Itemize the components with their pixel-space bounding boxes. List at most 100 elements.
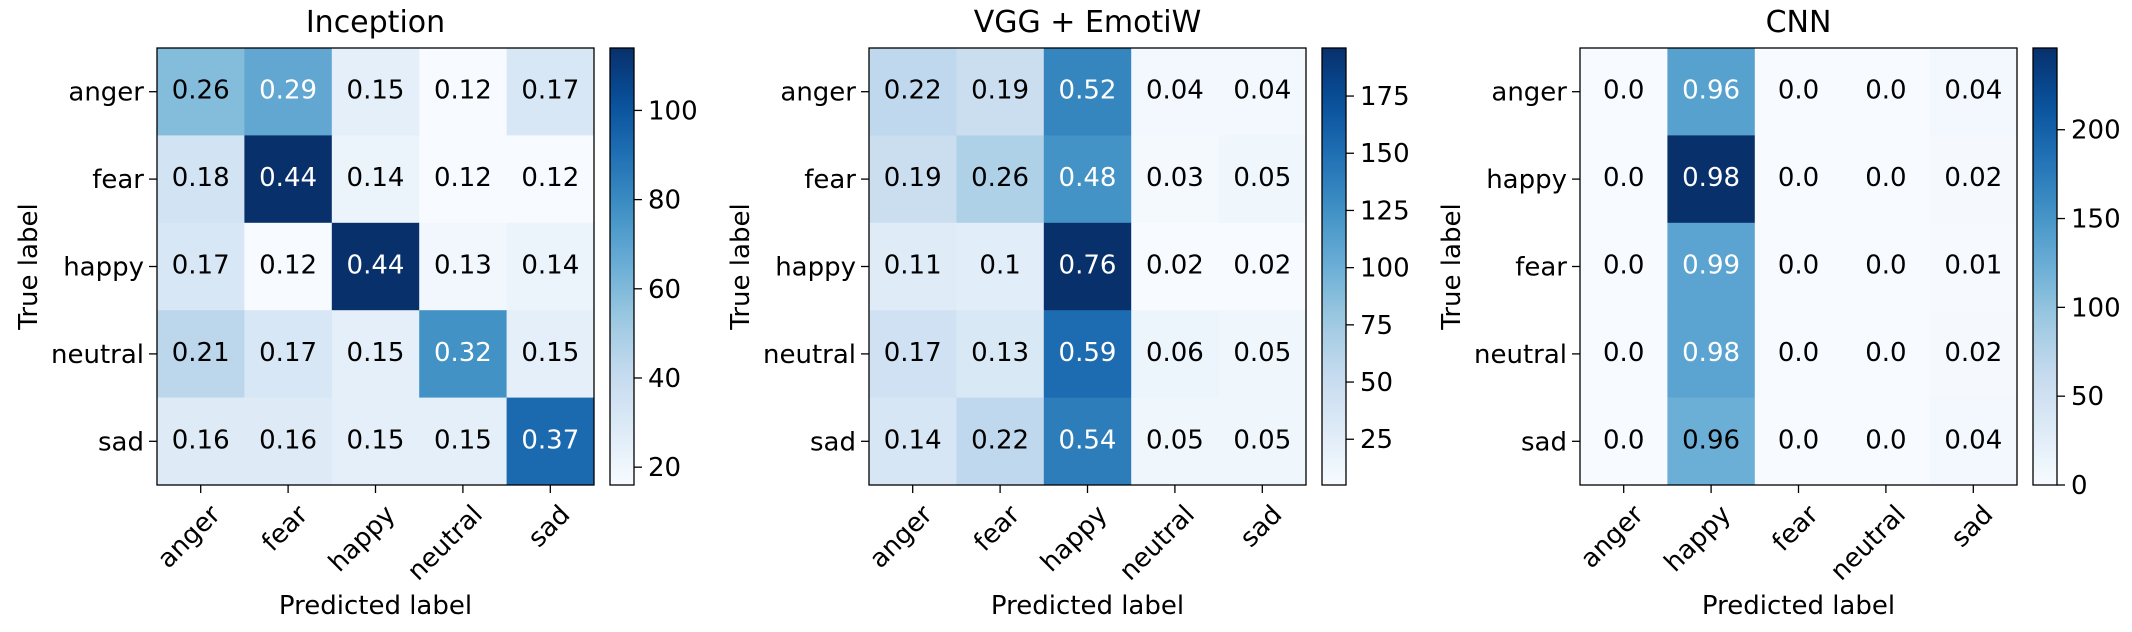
chart-title: Inception bbox=[306, 5, 445, 40]
heatmap-cell bbox=[1580, 310, 1668, 399]
x-tick-label: anger bbox=[1575, 500, 1650, 575]
heatmap-cell bbox=[1043, 135, 1132, 224]
cell-value-label: 0.96 bbox=[1682, 425, 1740, 455]
heatmap-cell bbox=[419, 135, 508, 224]
colorbar-tick-label: 80 bbox=[648, 186, 681, 216]
x-tick-label: anger bbox=[864, 500, 939, 575]
x-tick-label: neutral bbox=[1825, 500, 1912, 587]
y-tick-label: neutral bbox=[763, 340, 856, 370]
colorbar bbox=[609, 47, 635, 486]
cell-value-label: 0.0 bbox=[1778, 425, 1819, 455]
y-axis-label: True label bbox=[14, 203, 44, 330]
heatmap-cell bbox=[1580, 222, 1668, 311]
x-tick-label: happy bbox=[1659, 500, 1737, 578]
y-tick-label: fear bbox=[92, 165, 144, 195]
heatmap-cell bbox=[1842, 222, 1931, 311]
x-tick-label: neutral bbox=[1114, 500, 1201, 587]
cell-value-label: 0.13 bbox=[971, 338, 1029, 368]
y-tick-label: neutral bbox=[1474, 340, 1567, 370]
heatmap-cell bbox=[956, 310, 1045, 399]
cell-value-label: 0.15 bbox=[347, 425, 405, 455]
heatmap-cell bbox=[1218, 222, 1307, 311]
heatmap-cell bbox=[1043, 222, 1132, 311]
y-tick-label: anger bbox=[1491, 78, 1567, 108]
cell-value-label: 0.04 bbox=[1146, 76, 1204, 106]
heatmap-cell bbox=[1754, 310, 1843, 399]
cell-value-label: 0.05 bbox=[1233, 338, 1291, 368]
y-tick-label: happy bbox=[1486, 165, 1567, 195]
colorbar-tick-label: 200 bbox=[2071, 116, 2121, 146]
cell-value-label: 0.0 bbox=[1865, 338, 1906, 368]
heatmap-cell bbox=[244, 397, 333, 486]
cell-value-label: 0.0 bbox=[1778, 163, 1819, 193]
colorbar-tick-label: 50 bbox=[2071, 382, 2104, 412]
heatmap-cell bbox=[869, 48, 957, 136]
y-tick-label: happy bbox=[775, 253, 856, 283]
cell-value-label: 0.02 bbox=[1944, 338, 2002, 368]
heatmap-cell bbox=[1131, 222, 1220, 311]
heatmap-cell bbox=[1580, 48, 1668, 136]
cell-value-label: 0.1 bbox=[979, 251, 1020, 281]
heatmap-cell bbox=[1043, 397, 1132, 486]
heatmap-cell bbox=[331, 310, 420, 399]
y-tick-label: sad bbox=[98, 427, 144, 457]
x-axis-label: Predicted label bbox=[279, 591, 472, 621]
heatmap-cell bbox=[1043, 310, 1132, 399]
heatmap-cell bbox=[157, 222, 245, 311]
cell-value-label: 0.15 bbox=[347, 338, 405, 368]
heatmap-cell bbox=[956, 135, 1045, 224]
cell-value-label: 0.17 bbox=[259, 338, 317, 368]
heatmap-cell bbox=[1929, 135, 2018, 224]
heatmap-cell bbox=[1131, 48, 1220, 136]
cell-value-label: 0.59 bbox=[1059, 338, 1117, 368]
x-tick-label: sad bbox=[523, 500, 577, 554]
heatmap-cell bbox=[506, 48, 595, 136]
cell-value-label: 0.98 bbox=[1682, 163, 1740, 193]
cell-value-label: 0.14 bbox=[347, 163, 405, 193]
heatmap-cell bbox=[419, 48, 508, 136]
y-tick-label: sad bbox=[1521, 427, 1567, 457]
inception-confusion-matrix: 0.26 0.29 0.15 0.12 0.17 0.18 0.44 0.14 0.12 0.12… bbox=[14, 5, 698, 621]
cell-value-label: 0.22 bbox=[971, 425, 1029, 455]
cell-value-label: 0.02 bbox=[1944, 163, 2002, 193]
cell-value-label: 0.17 bbox=[884, 338, 942, 368]
vgg-emotiw-confusion-matrix: 0.22 0.19 0.52 0.04 0.04 0.19 0.26 0.48 0.03 0.05… bbox=[726, 5, 1410, 621]
cell-value-label: 0.54 bbox=[1059, 425, 1117, 455]
x-tick-label: happy bbox=[1035, 500, 1113, 578]
heatmap-cell bbox=[1131, 135, 1220, 224]
cell-value-label: 0.05 bbox=[1233, 163, 1291, 193]
heatmap-cell bbox=[331, 48, 420, 136]
colorbar bbox=[1321, 47, 1347, 486]
heatmap-cell bbox=[244, 135, 333, 224]
heatmap-cell bbox=[506, 135, 595, 224]
heatmap-cell bbox=[1929, 397, 2018, 486]
cell-value-label: 0.16 bbox=[259, 425, 317, 455]
cell-value-label: 0.15 bbox=[521, 338, 579, 368]
cell-value-label: 0.17 bbox=[521, 76, 579, 106]
heatmap-cell bbox=[1218, 310, 1307, 399]
cell-value-label: 0.21 bbox=[172, 338, 230, 368]
heatmap-cell bbox=[331, 135, 420, 224]
heatmap-cell bbox=[1131, 397, 1220, 486]
heatmap-cell bbox=[869, 310, 957, 399]
cell-value-label: 0.76 bbox=[1059, 251, 1117, 281]
heatmap-cell bbox=[1842, 310, 1931, 399]
cell-value-label: 0.0 bbox=[1865, 251, 1906, 281]
heatmap-cell bbox=[1580, 397, 1668, 486]
cell-value-label: 0.48 bbox=[1059, 163, 1117, 193]
cell-value-label: 0.0 bbox=[1865, 76, 1906, 106]
heatmap-cell bbox=[157, 48, 245, 136]
colorbar bbox=[2032, 47, 2058, 486]
heatmap-cell bbox=[244, 310, 333, 399]
y-tick-label: sad bbox=[810, 427, 856, 457]
heatmap-cell bbox=[244, 48, 333, 136]
colorbar-tick-label: 100 bbox=[648, 96, 698, 126]
cell-value-label: 0.0 bbox=[1778, 76, 1819, 106]
heatmap-cell bbox=[956, 48, 1045, 136]
heatmap-cell bbox=[1667, 222, 1756, 311]
x-tick-label: fear bbox=[968, 500, 1026, 558]
heatmap-cell bbox=[157, 135, 245, 224]
cell-value-label: 0.52 bbox=[1059, 76, 1117, 106]
cell-value-label: 0.14 bbox=[884, 425, 942, 455]
heatmap-cell bbox=[1754, 222, 1843, 311]
